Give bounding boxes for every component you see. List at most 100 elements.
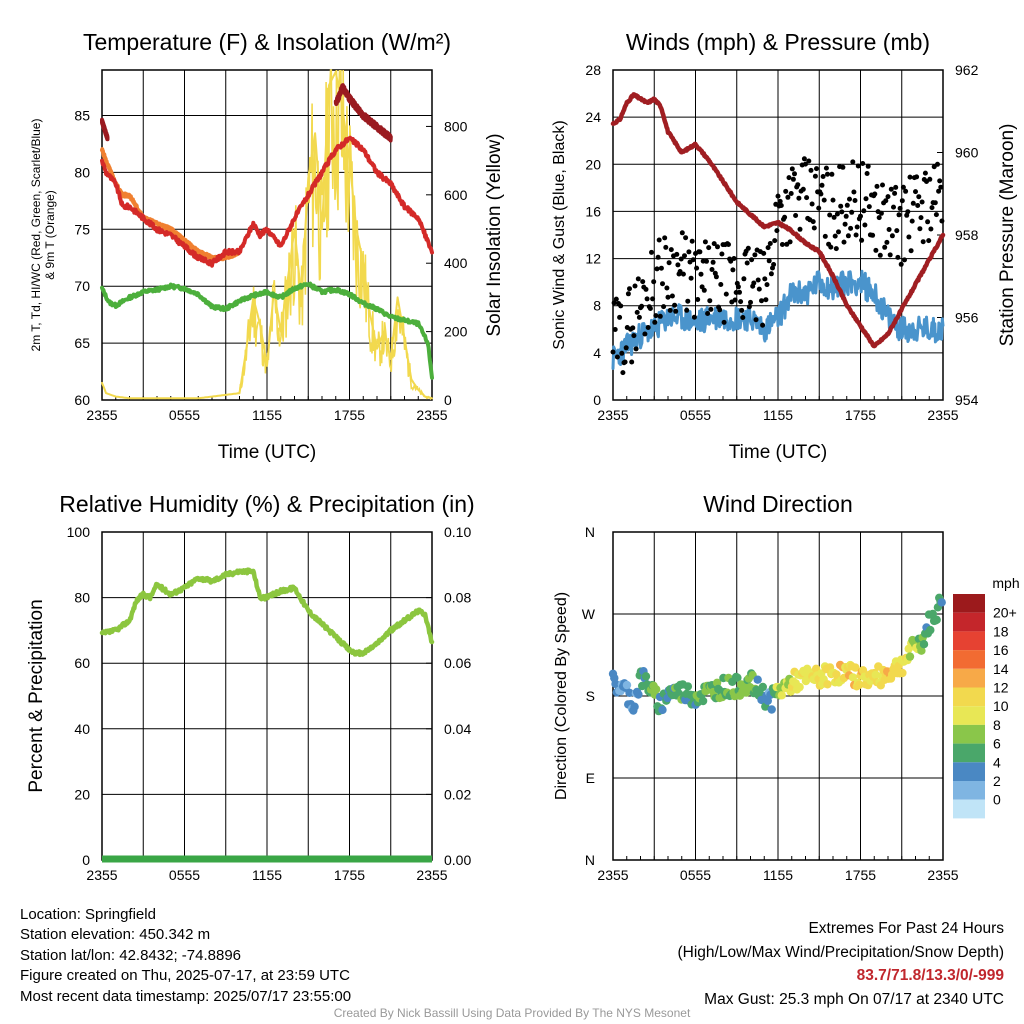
series-solar-insolation-variability	[238, 69, 433, 401]
gust-point	[795, 182, 801, 188]
gust-point	[820, 174, 826, 179]
y-tick-label: 8	[593, 298, 601, 314]
gust-point	[778, 203, 784, 208]
gust-point	[740, 315, 746, 320]
x-tick-label: 2355	[416, 407, 447, 423]
gust-point	[774, 228, 780, 234]
gust-point	[685, 298, 691, 304]
gust-point	[810, 219, 816, 225]
legend-label: 14	[993, 661, 1009, 677]
gust-point	[771, 262, 777, 267]
gust-point	[929, 205, 935, 211]
gust-point	[910, 200, 916, 206]
gust-point	[827, 212, 833, 218]
gust-point	[629, 359, 635, 365]
gust-point	[787, 239, 793, 245]
gust-point	[617, 314, 623, 320]
gust-point	[850, 159, 856, 165]
gust-point	[618, 303, 624, 309]
gust-point	[625, 291, 631, 297]
gust-point	[872, 191, 878, 197]
gust-point	[718, 282, 724, 287]
gust-point	[713, 274, 719, 280]
x-tick-label: 2355	[927, 867, 958, 883]
gust-point	[772, 238, 778, 244]
speed-legend: mph 20+ 18 16 14 12 10 8 6 4 2 0	[953, 575, 1020, 819]
series-sonic-wind	[611, 269, 945, 370]
station-elevation: Station elevation: 450.342 m	[20, 926, 211, 944]
gust-point	[882, 244, 888, 250]
gust-point	[816, 205, 822, 211]
gust-point	[814, 166, 819, 172]
gust-point	[895, 254, 901, 260]
legend-swatch	[953, 762, 985, 781]
figure-created: Figure created on Thu, 2025-07-17, at 23…	[20, 967, 350, 985]
y2-tick-label: 0	[444, 392, 452, 408]
gust-point	[849, 209, 855, 215]
wind-direction-point	[658, 705, 667, 715]
gust-point	[891, 204, 896, 210]
y2-tick-label: 800	[444, 118, 468, 134]
gust-point	[660, 281, 665, 287]
gust-point	[731, 256, 737, 261]
y-tick-label: S	[586, 688, 595, 704]
legend-swatch	[953, 781, 985, 800]
gust-point	[888, 186, 894, 192]
y-tick-label: 12	[585, 251, 601, 267]
gust-point	[823, 165, 829, 171]
gust-point	[749, 257, 755, 263]
y-axis-label-line-2: & 9m T (Orange)	[43, 190, 57, 280]
x-tick-label: 2355	[86, 407, 117, 423]
gust-point	[675, 262, 681, 268]
y-tick-label: 80	[74, 590, 90, 606]
gust-point	[831, 214, 837, 220]
gust-point	[838, 203, 844, 209]
x-tick-label: 1755	[845, 407, 876, 423]
gust-point	[887, 252, 893, 258]
wind-direction-point	[652, 685, 661, 694]
gust-point	[829, 171, 835, 177]
gust-point	[792, 171, 797, 177]
chart-panel-1: 2355 0555 1155 1755 2355 Temperature (F) & In…	[29, 29, 505, 463]
gust-point	[764, 282, 770, 288]
gust-point	[620, 370, 626, 376]
y-tick-label: W	[582, 606, 596, 622]
gust-point	[679, 230, 685, 236]
gust-point	[672, 302, 678, 308]
y2-tick-label: 958	[955, 227, 979, 243]
gust-point	[790, 176, 796, 182]
gust-point	[860, 161, 866, 166]
gust-point	[767, 241, 773, 246]
gust-point	[721, 319, 727, 325]
gust-point	[782, 214, 788, 220]
gust-point	[915, 203, 921, 208]
y-tick-label: 4	[593, 345, 601, 361]
gust-point	[858, 213, 863, 219]
gust-point	[673, 308, 679, 314]
gust-point	[691, 314, 697, 320]
gust-point	[661, 304, 667, 310]
chart-panel-4: 2355 0555 1155 1755 2355 Wind Direction N E S W N D…	[553, 491, 1020, 883]
y2-tick-label: 0.02	[444, 786, 471, 802]
gust-point	[800, 186, 806, 192]
wind-direction-point	[926, 625, 935, 635]
y-tick-label: 16	[585, 203, 601, 219]
gust-point	[834, 211, 840, 217]
gust-point	[655, 254, 661, 260]
wind-direction-point	[917, 646, 926, 655]
gust-point	[843, 213, 849, 219]
gust-point	[627, 286, 632, 292]
gust-point	[866, 204, 872, 210]
x-tick-label: 0555	[169, 867, 200, 883]
y-tick-label: 85	[74, 108, 90, 124]
wind-direction-point	[634, 690, 643, 699]
x-tick-label: 2355	[416, 867, 447, 883]
gust-point	[853, 232, 859, 238]
y-tick-label: N	[585, 524, 595, 540]
series-heat-index-early	[100, 117, 110, 142]
gust-point	[680, 271, 686, 277]
gust-point	[793, 213, 799, 218]
wind-direction-point	[622, 680, 632, 690]
gust-point	[841, 239, 847, 245]
gust-point	[775, 193, 781, 199]
